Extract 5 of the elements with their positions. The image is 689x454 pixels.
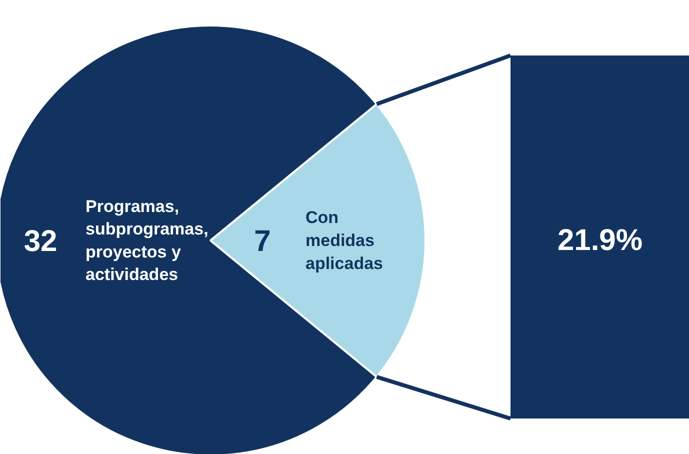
text: 32	[24, 225, 58, 258]
text: 21.9%	[557, 224, 643, 257]
slice-label: Programas, subprogramas, proyectos y actividades	[86, 196, 208, 284]
slice-label: Con medidas aplicadas	[306, 208, 383, 273]
data-label: 7	[254, 225, 271, 258]
